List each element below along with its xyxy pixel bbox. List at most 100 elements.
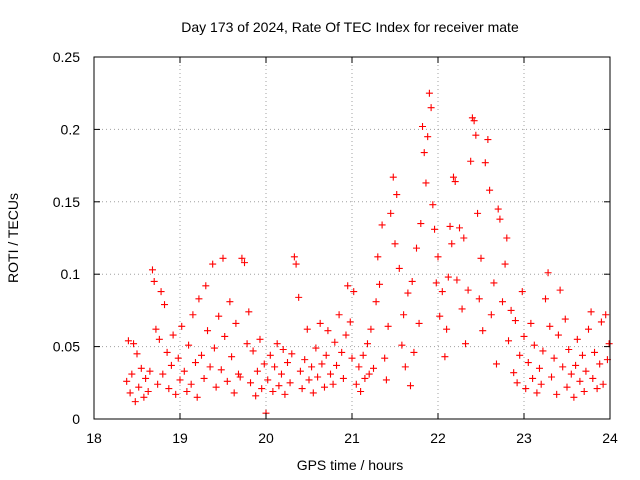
data-point: [198, 351, 205, 359]
data-point: [318, 360, 326, 368]
y-tick-label: 0: [72, 411, 80, 427]
x-tick-label: 18: [86, 430, 102, 446]
data-point: [245, 308, 253, 316]
data-point: [152, 325, 160, 333]
data-point: [217, 366, 225, 374]
data-point: [427, 104, 435, 112]
data-point: [123, 377, 131, 385]
data-point: [542, 295, 549, 303]
data-point: [367, 325, 375, 333]
data-point: [382, 376, 390, 384]
data-point: [288, 350, 296, 358]
data-point: [387, 209, 395, 217]
data-point: [355, 363, 363, 371]
data-point: [301, 356, 309, 364]
data-point: [434, 253, 442, 261]
data-point: [292, 260, 300, 268]
x-tick-label: 24: [602, 430, 618, 446]
axis-ticks: 18 19 20 21 22 23 24 0 0.05 0.1 0.15 0.2 0.25: [53, 49, 618, 446]
data-point: [215, 312, 223, 320]
data-point: [308, 363, 316, 371]
data-point: [522, 385, 530, 393]
data-point: [413, 244, 420, 252]
data-point: [529, 374, 537, 382]
data-point: [533, 389, 541, 397]
data-point: [296, 367, 304, 375]
data-point: [236, 373, 244, 381]
data-point: [572, 361, 580, 369]
data-point: [576, 377, 584, 385]
data-point: [342, 331, 350, 339]
data-point: [322, 351, 330, 359]
data-point: [256, 335, 264, 343]
data-point: [544, 269, 552, 277]
data-point: [210, 344, 218, 352]
data-points: [123, 89, 613, 417]
data-point: [131, 398, 139, 406]
data-point: [303, 325, 311, 333]
data-point: [298, 385, 306, 393]
data-point: [286, 379, 294, 387]
y-tick-label: 0.15: [53, 194, 80, 210]
data-point: [518, 288, 526, 296]
data-point: [314, 373, 322, 381]
data-point: [137, 364, 145, 372]
data-point: [422, 179, 430, 187]
data-point: [277, 370, 285, 378]
data-point: [556, 286, 564, 294]
data-point: [443, 325, 451, 333]
data-point: [165, 385, 173, 393]
data-point: [438, 288, 446, 296]
data-point: [548, 373, 556, 381]
data-point: [339, 374, 347, 382]
data-point: [189, 311, 197, 319]
data-point: [172, 390, 180, 398]
data-point: [163, 348, 171, 356]
data-point: [252, 392, 260, 400]
data-point: [391, 240, 399, 248]
data-point: [580, 387, 588, 395]
data-point: [395, 264, 403, 272]
data-point: [420, 149, 428, 157]
data-point: [142, 374, 150, 382]
data-point: [200, 374, 208, 382]
data-point: [253, 367, 261, 375]
data-point: [408, 277, 416, 285]
data-point: [487, 311, 495, 319]
data-point: [520, 332, 528, 340]
data-point: [228, 353, 236, 361]
data-point: [126, 389, 134, 397]
data-point: [275, 382, 283, 390]
data-point: [191, 359, 199, 367]
data-point: [494, 205, 502, 213]
data-point: [404, 289, 412, 297]
data-point: [467, 157, 475, 165]
data-point: [417, 220, 425, 228]
data-point: [597, 318, 605, 326]
x-tick-label: 19: [172, 430, 188, 446]
data-point: [398, 341, 406, 349]
y-tick-label: 0.05: [53, 339, 80, 355]
data-point: [180, 367, 188, 375]
data-point: [546, 322, 554, 330]
data-point: [146, 367, 154, 375]
data-point: [429, 201, 437, 209]
data-point: [486, 186, 494, 194]
data-point: [154, 380, 162, 388]
data-point: [376, 280, 384, 288]
data-point: [561, 315, 569, 323]
y-tick-label: 0.2: [61, 121, 81, 137]
data-point: [573, 335, 581, 343]
data-point: [150, 277, 158, 285]
data-point: [510, 369, 518, 377]
data-point: [249, 347, 257, 355]
data-point: [401, 363, 409, 371]
x-tick-label: 22: [430, 430, 446, 446]
y-tick-label: 0.25: [53, 49, 80, 65]
data-point: [578, 351, 586, 359]
data-point: [378, 221, 386, 229]
data-point: [316, 319, 324, 327]
data-point: [505, 337, 513, 345]
data-point: [352, 380, 360, 388]
